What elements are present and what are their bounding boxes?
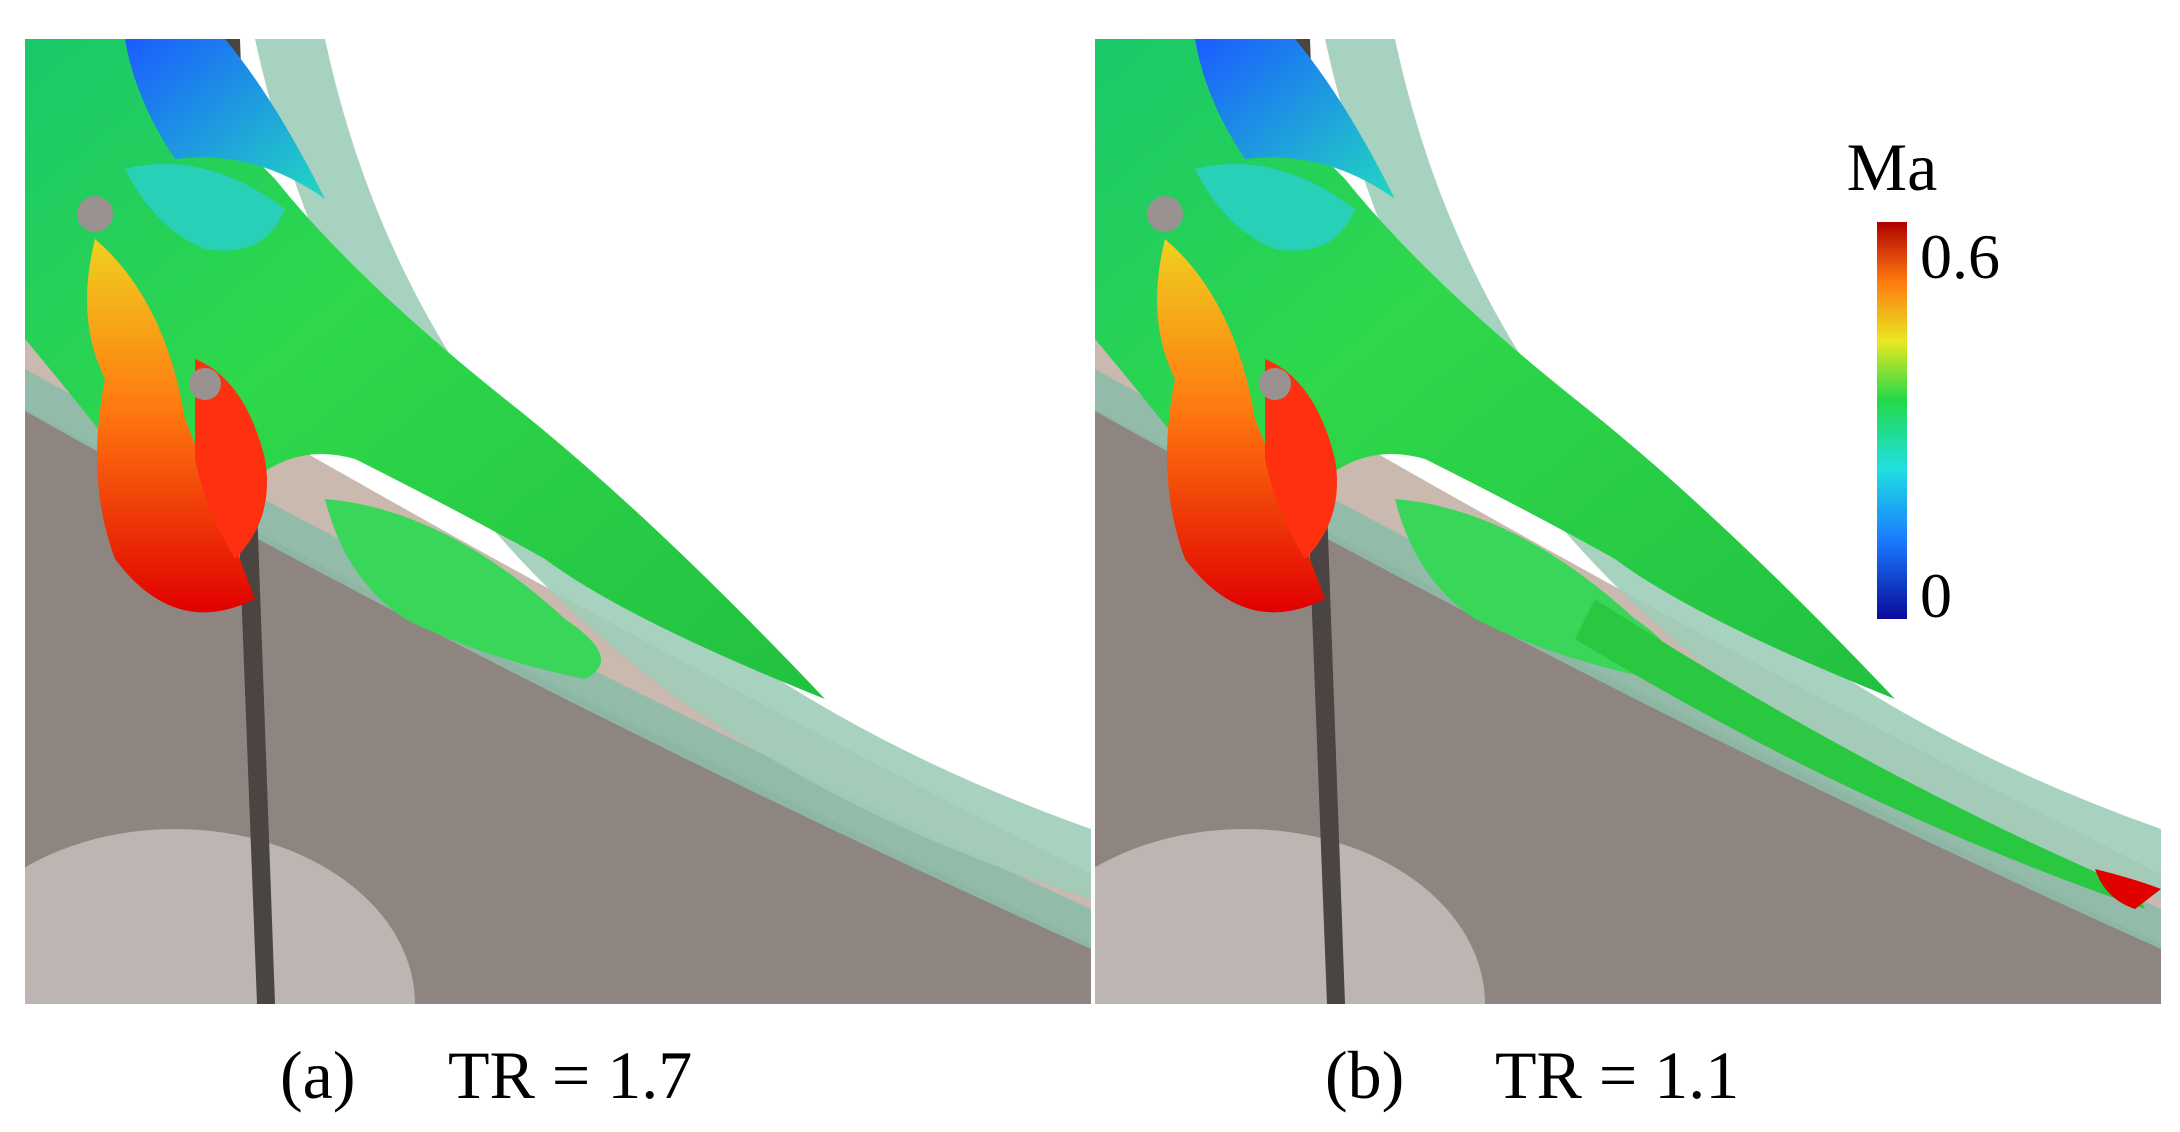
colorbar-max: 0.6 xyxy=(1920,221,2000,292)
panel-label: (b) xyxy=(1325,1037,1404,1113)
colorbar-label: Ma xyxy=(1847,129,1938,205)
colorbar xyxy=(1877,222,1907,619)
panel-caption: TR = 1.7 xyxy=(448,1037,692,1113)
panel-a-image xyxy=(25,39,1091,1004)
panel-label: (a) xyxy=(280,1037,355,1113)
panel-b-image xyxy=(1095,39,2161,1004)
panel-caption: TR = 1.1 xyxy=(1495,1037,1739,1113)
colorbar-min: 0 xyxy=(1920,560,1952,631)
